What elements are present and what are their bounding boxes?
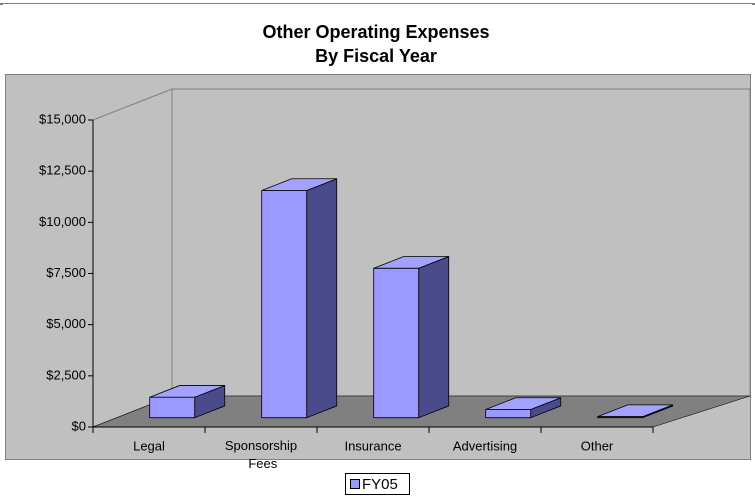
bar — [597, 404, 674, 419]
y-tick-label: $7,500 — [46, 265, 86, 280]
y-tick-label: $0 — [72, 418, 86, 433]
y-tick-label: $10,000 — [39, 214, 86, 229]
x-tick-label: Advertising — [453, 438, 517, 453]
bar — [485, 397, 562, 419]
side-wall — [92, 88, 173, 428]
chart-frame — [3, 4, 752, 500]
bar-front — [373, 267, 420, 419]
bar-front — [149, 396, 196, 419]
bar-front — [597, 416, 644, 419]
chart-subtitle: By Fiscal Year — [315, 46, 437, 66]
x-tick-label: Insurance — [344, 438, 401, 453]
y-tick-label: $2,500 — [46, 367, 86, 382]
y-tick-label: $5,000 — [46, 316, 86, 331]
bar-front — [261, 190, 308, 419]
legend-box — [345, 473, 410, 495]
y-tick-label: $12,500 — [39, 163, 86, 178]
legend-swatch — [350, 479, 360, 489]
bar — [373, 255, 450, 419]
bar — [261, 178, 338, 419]
bar-front — [485, 409, 532, 419]
chart-title: Other Operating Expenses — [262, 22, 489, 42]
y-tick-label: $15,000 — [39, 111, 86, 126]
x-tick-label: Other — [581, 438, 614, 453]
bar-side — [306, 178, 338, 419]
back-wall — [171, 88, 751, 397]
legend-label: FY05 — [362, 476, 398, 493]
x-tick-label: Legal — [133, 438, 165, 453]
x-tick-label: Sponsorship Fees — [225, 438, 297, 471]
bar — [149, 384, 226, 419]
bar-side — [418, 255, 450, 419]
